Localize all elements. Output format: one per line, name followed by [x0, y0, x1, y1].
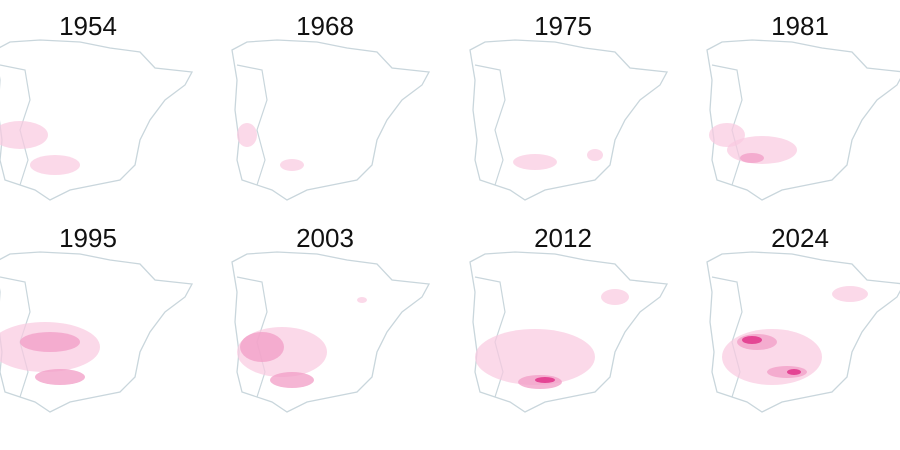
heat-area: [742, 336, 762, 344]
panel-title: 1975: [534, 11, 592, 41]
country-outline: [469, 251, 668, 413]
heat-area: [740, 153, 764, 163]
country-outline: [469, 39, 668, 201]
map-panel: 1975: [469, 11, 668, 201]
heat-area: [587, 149, 603, 161]
country-outline: [706, 251, 900, 413]
heat-area: [30, 155, 80, 175]
map-panel: 2003: [231, 223, 430, 413]
heat-area: [237, 123, 257, 147]
panel-title: 1968: [296, 11, 354, 41]
heat-area: [475, 329, 595, 385]
country-outline: [706, 39, 900, 201]
map-panel: 2024: [706, 223, 900, 413]
heat-area: [280, 159, 304, 171]
heat-area: [601, 289, 629, 305]
heat-area: [787, 369, 801, 375]
heat-area: [35, 369, 85, 385]
map-panel: 1981: [706, 11, 900, 201]
panel-title: 2024: [771, 223, 829, 253]
map-panel: 2012: [469, 223, 668, 413]
country-outline: [231, 39, 430, 201]
heat-area: [0, 121, 48, 149]
heat-area: [832, 286, 868, 302]
map-panel: 1995: [0, 223, 193, 413]
panel-title: 1981: [771, 11, 829, 41]
heat-area: [20, 332, 80, 352]
heat-area: [270, 372, 314, 388]
heat-area: [535, 377, 555, 383]
map-panel: 1954: [0, 11, 193, 201]
panel-title: 2003: [296, 223, 354, 253]
map-panel: 1968: [231, 11, 430, 201]
heat-area: [357, 297, 367, 303]
panel-title: 1954: [59, 11, 117, 41]
heat-area: [240, 332, 284, 362]
panel-title: 1995: [59, 223, 117, 253]
country-outline: [0, 39, 193, 201]
panel-title: 2012: [534, 223, 592, 253]
heat-area: [513, 154, 557, 170]
